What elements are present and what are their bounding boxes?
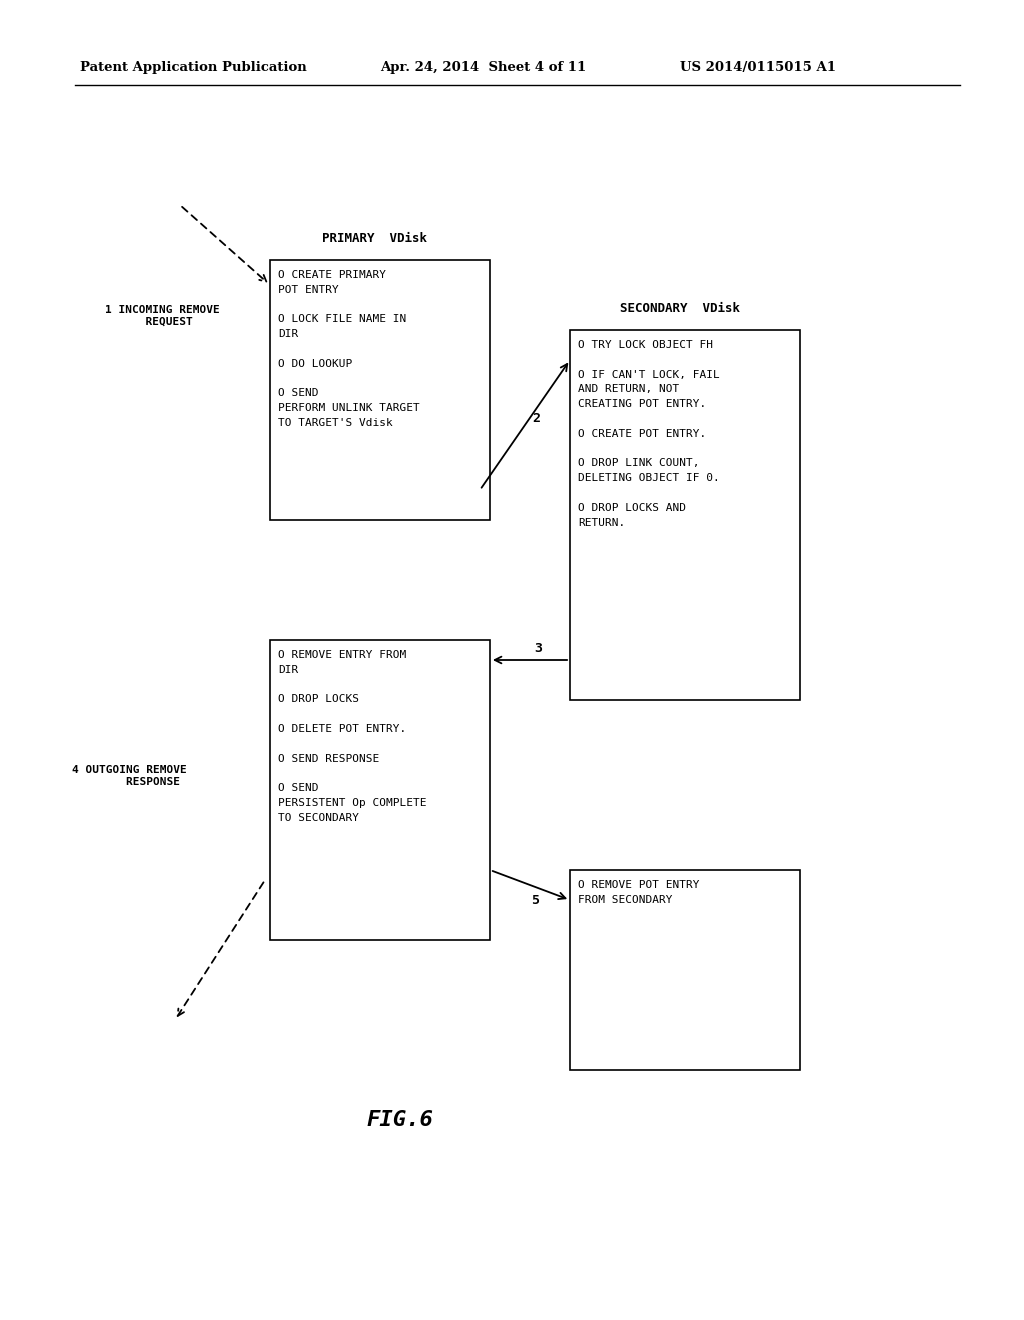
Text: 1 INCOMING REMOVE
      REQUEST: 1 INCOMING REMOVE REQUEST [105,305,220,326]
Bar [270,640,490,940]
Text: 3: 3 [534,642,542,655]
Text: 2: 2 [532,412,540,425]
Text: SECONDARY  VDisk: SECONDARY VDisk [620,302,740,315]
Bar [270,260,490,520]
Text: O REMOVE POT ENTRY
FROM SECONDARY: O REMOVE POT ENTRY FROM SECONDARY [578,880,699,904]
Text: 4 OUTGOING REMOVE
        RESPONSE: 4 OUTGOING REMOVE RESPONSE [72,766,186,787]
Text: 5: 5 [531,894,539,907]
Text: PRIMARY  VDisk: PRIMARY VDisk [323,232,427,246]
Bar [570,870,800,1071]
Text: US 2014/0115015 A1: US 2014/0115015 A1 [680,62,836,74]
Text: Apr. 24, 2014  Sheet 4 of 11: Apr. 24, 2014 Sheet 4 of 11 [380,62,587,74]
Text: O REMOVE ENTRY FROM
DIR

O DROP LOCKS

O DELETE POT ENTRY.

O SEND RESPONSE

O S: O REMOVE ENTRY FROM DIR O DROP LOCKS O D… [278,649,427,822]
Text: Patent Application Publication: Patent Application Publication [80,62,307,74]
Text: O CREATE PRIMARY
POT ENTRY

O LOCK FILE NAME IN
DIR

O DO LOOKUP

O SEND
PERFORM: O CREATE PRIMARY POT ENTRY O LOCK FILE N… [278,271,420,428]
Text: FIG.6: FIG.6 [367,1110,433,1130]
Text: O TRY LOCK OBJECT FH

O IF CAN'T LOCK, FAIL
AND RETURN, NOT
CREATING POT ENTRY.
: O TRY LOCK OBJECT FH O IF CAN'T LOCK, FA… [578,341,720,528]
Bar [570,330,800,700]
